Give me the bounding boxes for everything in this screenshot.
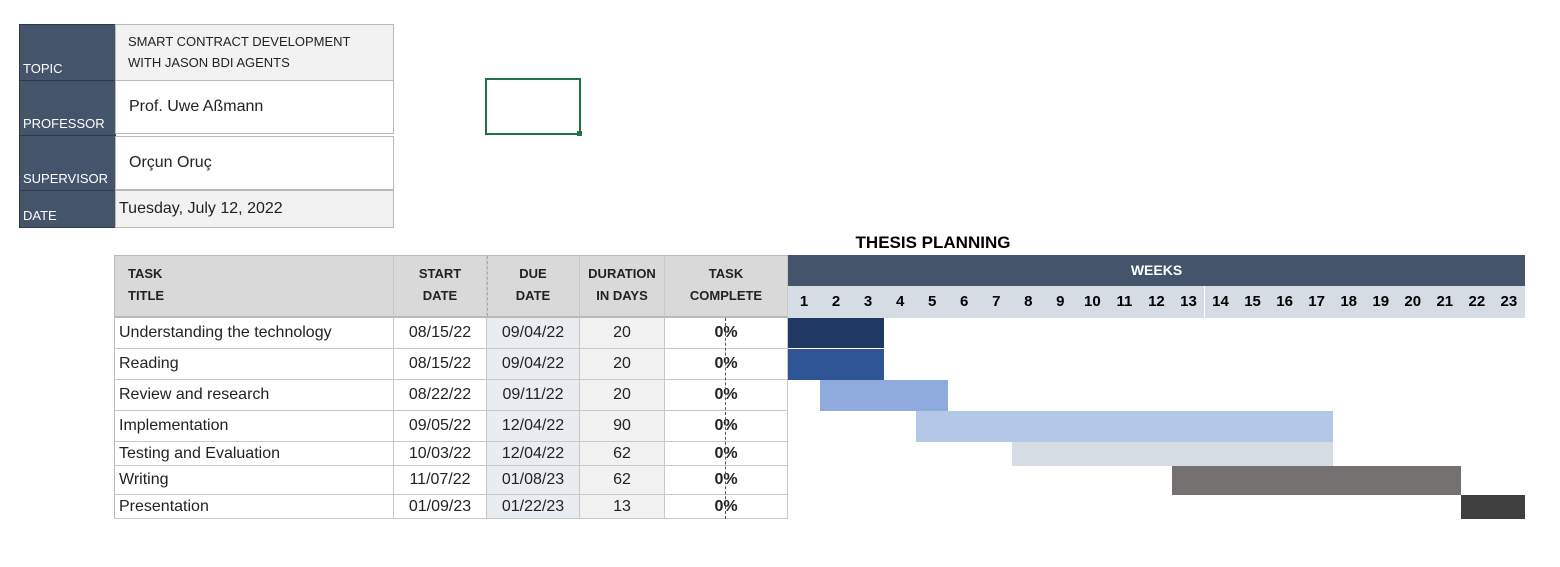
duration-cell[interactable]: 13 <box>580 495 665 519</box>
start-date-cell[interactable]: 08/15/22 <box>394 318 487 349</box>
week-number-22: 22 <box>1460 286 1494 318</box>
week-number-16: 16 <box>1268 286 1302 318</box>
week-number-9: 9 <box>1044 286 1078 318</box>
task-title-cell[interactable]: Understanding the technology <box>114 318 394 349</box>
weeks-header: WEEKS <box>788 255 1525 286</box>
week-number-18: 18 <box>1332 286 1366 318</box>
task-title-cell[interactable]: Review and research <box>114 380 394 411</box>
gantt-bar <box>1460 495 1525 519</box>
gantt-bar <box>916 411 1333 442</box>
complete-column-divider <box>725 318 726 519</box>
start-date-cell[interactable]: 10/03/22 <box>394 442 487 466</box>
week-number-4: 4 <box>884 286 918 318</box>
header-due-date: DUE DATE <box>487 255 580 318</box>
task-complete-cell[interactable]: 0% <box>665 442 788 466</box>
topic-label: TOPIC <box>19 24 116 81</box>
header-duration: DURATION IN DAYS <box>580 255 665 318</box>
week-number-14: 14 <box>1204 286 1238 318</box>
week-number-5: 5 <box>916 286 950 318</box>
due-date-cell[interactable]: 01/22/23 <box>487 495 580 519</box>
week-number-10: 10 <box>1076 286 1110 318</box>
week-number-15: 15 <box>1236 286 1270 318</box>
date-value[interactable]: Tuesday, July 12, 2022 <box>115 190 394 228</box>
task-title-cell[interactable]: Implementation <box>114 411 394 442</box>
task-complete-cell[interactable]: 0% <box>665 466 788 495</box>
task-complete-cell[interactable]: 0% <box>665 380 788 411</box>
duration-cell[interactable]: 20 <box>580 380 665 411</box>
task-complete-cell[interactable]: 0% <box>665 411 788 442</box>
due-date-cell[interactable]: 09/04/22 <box>487 349 580 380</box>
week-number-3: 3 <box>852 286 886 318</box>
date-label: DATE <box>19 190 116 228</box>
task-complete-cell[interactable]: 0% <box>665 349 788 380</box>
start-date-cell[interactable]: 11/07/22 <box>394 466 487 495</box>
due-date-cell[interactable]: 12/04/22 <box>487 411 580 442</box>
topic-value[interactable]: SMART CONTRACT DEVELOPMENT WITH JASON BD… <box>115 24 394 81</box>
week-number-17: 17 <box>1300 286 1334 318</box>
duration-cell[interactable]: 62 <box>580 442 665 466</box>
task-complete-cell[interactable]: 0% <box>665 318 788 349</box>
fill-handle[interactable] <box>577 131 582 136</box>
task-title-cell[interactable]: Testing and Evaluation <box>114 442 394 466</box>
due-date-cell[interactable]: 01/08/23 <box>487 466 580 495</box>
professor-value[interactable]: Prof. Uwe Aßmann <box>115 80 394 134</box>
week-number-23: 23 <box>1492 286 1526 318</box>
task-complete-cell[interactable]: 0% <box>665 495 788 519</box>
supervisor-label: SUPERVISOR <box>19 135 116 191</box>
task-title-cell[interactable]: Writing <box>114 466 394 495</box>
duration-cell[interactable]: 62 <box>580 466 665 495</box>
header-task-complete: TASK COMPLETE <box>665 255 788 318</box>
start-date-cell[interactable]: 01/09/23 <box>394 495 487 519</box>
week-number-13: 13 <box>1172 286 1206 318</box>
start-date-cell[interactable]: 08/22/22 <box>394 380 487 411</box>
week-number-6: 6 <box>948 286 982 318</box>
week-number-12: 12 <box>1140 286 1174 318</box>
week-number-20: 20 <box>1396 286 1430 318</box>
professor-label: PROFESSOR <box>19 80 116 136</box>
due-date-cell[interactable]: 09/04/22 <box>487 318 580 349</box>
week-number-21: 21 <box>1428 286 1462 318</box>
duration-cell[interactable]: 20 <box>580 349 665 380</box>
selected-cell[interactable] <box>485 78 581 135</box>
week-number-2: 2 <box>820 286 854 318</box>
gantt-bar <box>1012 442 1333 466</box>
due-date-cell[interactable]: 12/04/22 <box>487 442 580 466</box>
header-task-title: TASK TITLE <box>114 255 394 318</box>
due-date-cell[interactable]: 09/11/22 <box>487 380 580 411</box>
week-number-19: 19 <box>1364 286 1398 318</box>
task-title-cell[interactable]: Reading <box>114 349 394 380</box>
gantt-bar <box>788 349 885 380</box>
duration-cell[interactable]: 20 <box>580 318 665 349</box>
gantt-bar <box>820 380 949 411</box>
task-title-cell[interactable]: Presentation <box>114 495 394 519</box>
gantt-bar <box>1172 466 1461 495</box>
supervisor-value[interactable]: Orçun Oruç <box>115 136 394 190</box>
gantt-bar <box>788 318 885 348</box>
week-number-1: 1 <box>788 286 821 318</box>
start-date-cell[interactable]: 08/15/22 <box>394 349 487 380</box>
week-number-8: 8 <box>1012 286 1046 318</box>
week-number-11: 11 <box>1108 286 1142 318</box>
duration-cell[interactable]: 90 <box>580 411 665 442</box>
start-date-cell[interactable]: 09/05/22 <box>394 411 487 442</box>
week-number-7: 7 <box>980 286 1014 318</box>
header-start-date: START DATE <box>394 255 487 318</box>
page-title: THESIS PLANNING <box>855 233 1011 252</box>
